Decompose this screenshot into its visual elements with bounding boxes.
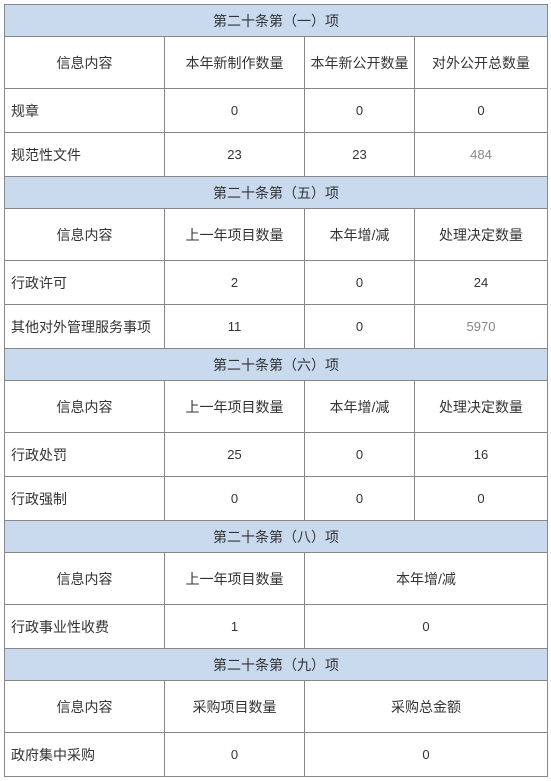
col-header: 本年增/减	[305, 553, 548, 605]
cell-value: 24	[415, 261, 548, 305]
cell-value: 1	[165, 605, 305, 649]
col-header: 对外公开总数量	[415, 37, 548, 89]
table-row: 其他对外管理服务事项 11 0 5970	[5, 305, 548, 349]
cell-value: 11	[165, 305, 305, 349]
table-row: 规章 0 0 0	[5, 89, 548, 133]
table-row: 行政许可 2 0 24	[5, 261, 548, 305]
col-header: 本年增/减	[305, 209, 415, 261]
cell-value: 23	[305, 133, 415, 177]
col-header: 信息内容	[5, 381, 165, 433]
disclosure-table: 第二十条第（一）项 信息内容 本年新制作数量 本年新公开数量 对外公开总数量 规…	[4, 4, 548, 777]
table-row: 政府集中采购 0 0	[5, 733, 548, 777]
section-title: 第二十条第（五）项	[5, 177, 548, 209]
cell-value: 25	[165, 433, 305, 477]
col-header: 上一年项目数量	[165, 381, 305, 433]
row-label: 政府集中采购	[5, 733, 165, 777]
cell-value: 0	[165, 89, 305, 133]
col-header: 采购总金额	[305, 681, 548, 733]
cell-value: 484	[415, 133, 548, 177]
cell-value: 0	[305, 261, 415, 305]
table-row: 行政处罚 25 0 16	[5, 433, 548, 477]
row-label: 行政许可	[5, 261, 165, 305]
cell-value: 0	[305, 477, 415, 521]
section-title: 第二十条第（一）项	[5, 5, 548, 37]
cell-value: 5970	[415, 305, 548, 349]
table-row: 规范性文件 23 23 484	[5, 133, 548, 177]
table-row: 行政强制 0 0 0	[5, 477, 548, 521]
cell-value: 0	[305, 305, 415, 349]
cell-value: 0	[305, 733, 548, 777]
col-header: 上一年项目数量	[165, 209, 305, 261]
table-row: 行政事业性收费 1 0	[5, 605, 548, 649]
row-label: 行政处罚	[5, 433, 165, 477]
col-header: 处理决定数量	[415, 381, 548, 433]
row-label: 规章	[5, 89, 165, 133]
row-label: 规范性文件	[5, 133, 165, 177]
col-header: 信息内容	[5, 553, 165, 605]
cell-value: 0	[415, 89, 548, 133]
col-header: 本年增/减	[305, 381, 415, 433]
row-label: 其他对外管理服务事项	[5, 305, 165, 349]
cell-value: 0	[415, 477, 548, 521]
cell-value: 0	[305, 89, 415, 133]
col-header: 本年新制作数量	[165, 37, 305, 89]
section-title: 第二十条第（八）项	[5, 521, 548, 553]
col-header: 本年新公开数量	[305, 37, 415, 89]
row-label: 行政事业性收费	[5, 605, 165, 649]
col-header: 信息内容	[5, 681, 165, 733]
row-label: 行政强制	[5, 477, 165, 521]
section-title: 第二十条第（九）项	[5, 649, 548, 681]
cell-value: 23	[165, 133, 305, 177]
cell-value: 0	[305, 433, 415, 477]
col-header: 采购项目数量	[165, 681, 305, 733]
cell-value: 0	[305, 605, 548, 649]
col-header: 处理决定数量	[415, 209, 548, 261]
cell-value: 16	[415, 433, 548, 477]
cell-value: 0	[165, 733, 305, 777]
col-header: 上一年项目数量	[165, 553, 305, 605]
section-title: 第二十条第（六）项	[5, 349, 548, 381]
cell-value: 2	[165, 261, 305, 305]
col-header: 信息内容	[5, 37, 165, 89]
col-header: 信息内容	[5, 209, 165, 261]
cell-value: 0	[165, 477, 305, 521]
